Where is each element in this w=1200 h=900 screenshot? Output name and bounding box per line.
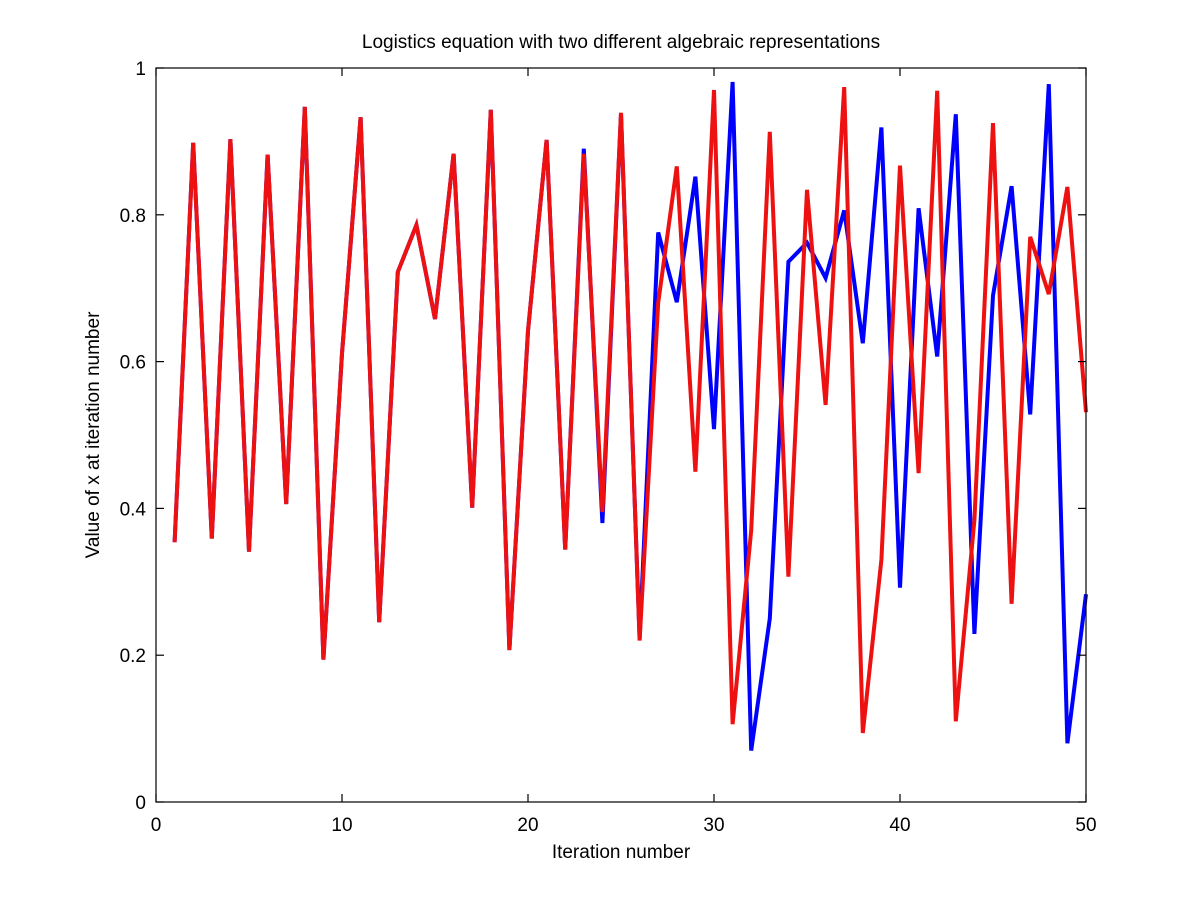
y-tick-label: 0.4: [120, 499, 147, 520]
x-tick-label: 30: [703, 815, 724, 836]
x-tick-label: 20: [517, 815, 538, 836]
x-axis-label: Iteration number: [552, 842, 691, 863]
y-tick-label: 0.8: [120, 206, 146, 227]
y-axis-label: Value of x at iteration number: [83, 311, 104, 558]
series-line-2: [172, 86, 1088, 734]
x-tick-label: 50: [1075, 815, 1096, 836]
axes-frame: [155, 67, 1087, 803]
y-tick-label: 0: [135, 793, 146, 814]
x-tick-label: 0: [151, 815, 162, 836]
series-layer: [172, 81, 1088, 751]
y-tick-label: 0.2: [120, 646, 146, 667]
tick-layer: 0 10 20 30 40 50 0 0.2 0.4 0.6 0.8 1: [120, 59, 1097, 836]
y-tick-label: 1: [135, 59, 146, 80]
y-tick-label: 0.6: [120, 353, 146, 374]
chart-title: Logistics equation with two different al…: [362, 32, 880, 53]
x-tick-label: 40: [889, 815, 910, 836]
x-tick-label: 10: [331, 815, 352, 836]
